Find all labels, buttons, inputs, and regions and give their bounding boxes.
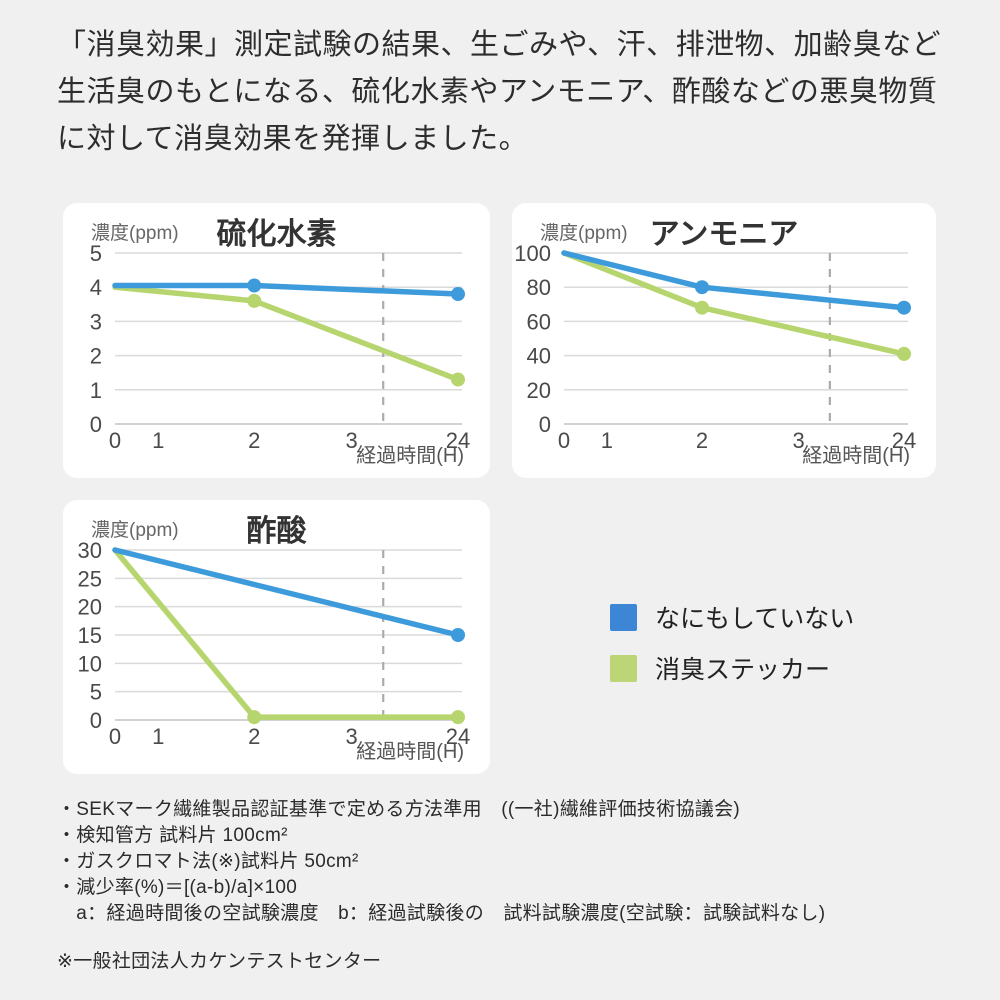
- chart-panel-acetic-acid: 濃度(ppm) 酢酸 0 5 10 15 20 25 30 0 1 2 3 24 経過時間(H): [63, 500, 490, 774]
- chart-panel-hydrogen-sulfide: 濃度(ppm) 硫化水素 0 1 2 3 4 5 0 1 2 3 24 経過時間(H): [63, 203, 490, 478]
- svg-text:100: 100: [514, 241, 551, 266]
- chart-panel-ammonia: 濃度(ppm) アンモニア 0 20 40 60 80 100 0 1 2 3 24 経過時間(H): [512, 203, 936, 478]
- footnote-line: a：経過時間後の空試験濃度 b：経過試験後の 試料試験濃度(空試験：試験試料なし…: [57, 903, 826, 924]
- svg-text:3: 3: [90, 309, 102, 334]
- svg-text:2: 2: [90, 344, 102, 369]
- svg-text:24: 24: [446, 428, 470, 453]
- chart-title: 硫化水素: [216, 218, 337, 251]
- chart-title: 酢酸: [246, 515, 307, 548]
- svg-text:80: 80: [527, 275, 551, 300]
- x-axis-label: 経過時間(H): [356, 445, 464, 467]
- svg-text:24: 24: [892, 428, 916, 453]
- svg-text:25: 25: [78, 566, 102, 591]
- legend-swatch-blue: [610, 603, 637, 631]
- svg-text:60: 60: [527, 309, 551, 334]
- svg-text:0: 0: [90, 412, 102, 437]
- svg-text:0: 0: [109, 724, 121, 749]
- y-axis-label: 濃度(ppm): [91, 223, 179, 244]
- legend-label: 消臭ステッカー: [655, 656, 831, 684]
- svg-text:5: 5: [90, 680, 102, 705]
- svg-text:2: 2: [248, 724, 260, 749]
- svg-text:30: 30: [78, 538, 102, 563]
- svg-text:0: 0: [539, 412, 551, 437]
- svg-text:10: 10: [78, 651, 102, 676]
- svg-text:0: 0: [109, 428, 121, 453]
- svg-text:1: 1: [601, 428, 613, 453]
- footnote-line: ・ガスクロマト法(※)試料片 50cm²: [57, 851, 359, 872]
- svg-text:3: 3: [346, 428, 358, 453]
- svg-text:5: 5: [90, 241, 102, 266]
- svg-text:15: 15: [78, 623, 102, 648]
- svg-text:20: 20: [78, 595, 102, 620]
- legend-item-untreated: なにもしていない: [610, 603, 854, 633]
- svg-text:3: 3: [792, 428, 804, 453]
- intro-text: 「消臭効果」測定試験の結果、生ごみや、汗、排泄物、加齢臭など生活臭のもとになる、…: [57, 29, 942, 155]
- legend: なにもしていない 消臭ステッカー: [610, 603, 854, 705]
- chart-title: アンモニア: [649, 218, 799, 251]
- svg-text:2: 2: [696, 428, 708, 453]
- svg-text:1: 1: [152, 428, 164, 453]
- y-axis-label: 濃度(ppm): [91, 520, 179, 541]
- footnotes: ・SEKマーク繊維製品認証基準で定める方法準用 ((一社)繊維評価技術協議会) …: [57, 797, 957, 975]
- legend-item-deodorant-sticker: 消臭ステッカー: [610, 654, 854, 684]
- legend-label: なにもしていない: [655, 605, 855, 633]
- footnote-line: ・減少率(%)＝[(a-b)/a]×100: [57, 877, 298, 898]
- svg-text:24: 24: [446, 724, 470, 749]
- svg-text:2: 2: [248, 428, 260, 453]
- svg-text:1: 1: [152, 724, 164, 749]
- line-chart: 0 20 40 60 80 100 0 1 2 3 24: [514, 241, 916, 453]
- svg-text:1: 1: [90, 378, 102, 403]
- svg-text:0: 0: [90, 708, 102, 733]
- svg-text:0: 0: [558, 428, 570, 453]
- svg-text:40: 40: [527, 344, 551, 369]
- footnote-source: ※一般社団法人カケンテストセンター: [57, 951, 382, 972]
- y-axis-label: 濃度(ppm): [540, 223, 628, 244]
- svg-text:3: 3: [346, 724, 358, 749]
- footnote-line: ・SEKマーク繊維製品認証基準で定める方法準用 ((一社)繊維評価技術協議会): [57, 799, 741, 820]
- x-axis-label: 経過時間(H): [356, 741, 464, 763]
- svg-text:4: 4: [90, 275, 102, 300]
- svg-text:20: 20: [527, 378, 551, 403]
- footnote-line: ・検知管方 試料片 100cm²: [57, 825, 288, 846]
- x-axis-label: 経過時間(H): [802, 445, 910, 467]
- legend-swatch-green: [610, 654, 637, 682]
